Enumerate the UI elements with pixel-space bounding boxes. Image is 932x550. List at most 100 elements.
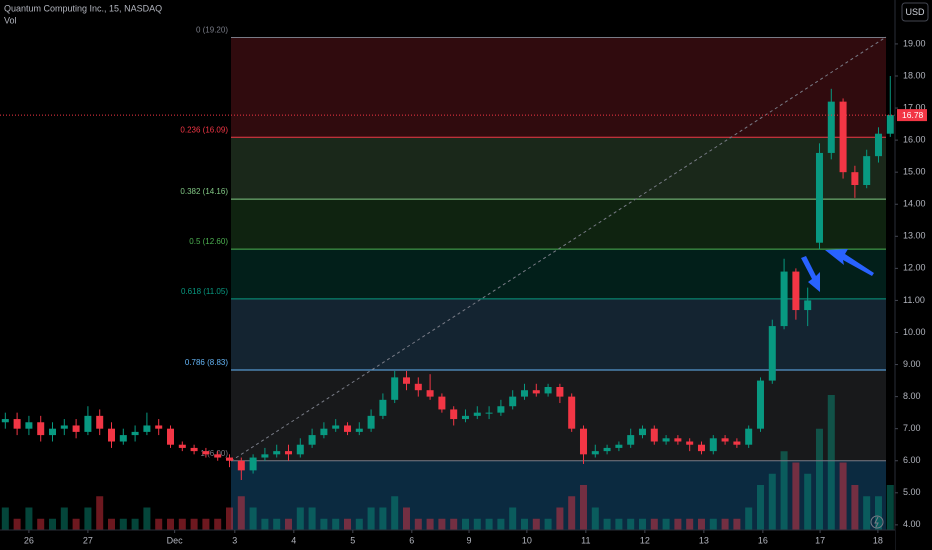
candle-body	[497, 406, 505, 413]
y-tick-label: 19.00	[903, 38, 926, 48]
settings-icon[interactable]	[870, 515, 884, 529]
volume-layer	[1, 395, 894, 530]
volume-bar	[131, 518, 139, 530]
candle-body	[780, 271, 788, 327]
candle-body	[874, 133, 882, 157]
candle-body	[473, 412, 481, 416]
candle-body	[96, 415, 104, 429]
axes-layer: 4.00 5.00 6.00 7.00 8.00 9.00 10.00 11.00 12.00 1…	[24, 38, 927, 545]
volume-bar	[473, 518, 481, 530]
x-tick-label: 4	[291, 535, 296, 545]
x-tick-label: 6	[409, 535, 414, 545]
x-tick-label: 26	[24, 535, 34, 545]
time-axis-panel	[0, 530, 895, 550]
volume-bar	[202, 518, 210, 530]
volume-bar	[686, 518, 694, 530]
x-tick-label: 9	[467, 535, 472, 545]
volume-bar	[733, 518, 741, 530]
y-tick-label: 18.00	[903, 70, 926, 80]
fib-layer: 0 (19.20) 0.236 (16.09) 0.382 (14.16) 0.5 (…	[180, 26, 886, 462]
volume-bar	[509, 507, 517, 530]
fib-zone	[231, 37, 886, 138]
candle-body	[839, 101, 847, 173]
volume-bar	[37, 518, 45, 530]
x-tick-label: Dec	[167, 535, 184, 545]
x-tick-label: 10	[522, 535, 532, 545]
annotation-arrow	[825, 249, 874, 276]
fib-level-label: 1 (6.00)	[200, 449, 228, 458]
candle-body	[108, 428, 116, 442]
volume-bar	[249, 507, 257, 530]
price-axis-panel	[895, 0, 932, 550]
x-tick-label: 13	[699, 535, 709, 545]
candle-body	[143, 425, 151, 432]
annotation-arrow	[801, 256, 820, 292]
volume-bar	[650, 518, 658, 530]
candle-body	[72, 425, 80, 432]
volume-bar	[190, 518, 198, 530]
candle-body	[37, 422, 45, 436]
candle-body	[520, 390, 528, 397]
currency-button[interactable]	[901, 2, 929, 22]
x-tick-label: 12	[640, 535, 650, 545]
volume-bar	[556, 507, 564, 530]
candle-body	[863, 156, 871, 186]
fib-level-label: 0.786 (8.83)	[185, 358, 228, 367]
volume-bar	[261, 518, 269, 530]
candle-body	[261, 454, 269, 458]
candle-body	[851, 172, 859, 186]
candle-body	[450, 409, 458, 420]
candle-body	[391, 377, 399, 400]
candle-body	[296, 444, 304, 455]
candle-body	[332, 425, 340, 429]
candle-body	[627, 435, 635, 445]
candle-body	[320, 428, 328, 436]
volume-bar	[815, 428, 823, 530]
volume-bar	[25, 507, 33, 530]
volume-bar	[296, 507, 304, 530]
volume-bar	[308, 507, 316, 530]
fib-zone	[231, 199, 886, 250]
candle-body	[485, 412, 493, 414]
candle-body	[733, 441, 741, 445]
candle-body	[178, 444, 186, 448]
candle-body	[426, 390, 434, 397]
last-price-label: 16.78	[902, 110, 924, 120]
candle-body	[568, 396, 576, 429]
candle-body	[662, 438, 670, 442]
candle-body	[379, 399, 387, 416]
fib-zone	[231, 298, 886, 371]
y-tick-label: 5.00	[903, 487, 921, 497]
y-tick-label: 17.00	[903, 102, 926, 112]
volume-bar	[497, 518, 505, 530]
candle-body	[202, 451, 210, 455]
volume-bar	[108, 518, 116, 530]
volume-bar	[1, 507, 9, 530]
volume-bar	[355, 518, 363, 530]
fib-level-label: 0.236 (16.09)	[180, 125, 228, 134]
candle-body	[556, 386, 564, 397]
fib-zone	[231, 137, 886, 200]
volume-bar	[60, 507, 68, 530]
candle-body	[167, 428, 175, 445]
candle-body	[579, 428, 587, 455]
volume-bar	[320, 518, 328, 530]
candle-body	[131, 431, 139, 436]
volume-bar	[214, 518, 222, 530]
candle-body	[355, 428, 363, 432]
volume-bar	[450, 518, 458, 530]
volume-bar	[579, 485, 587, 530]
volume-bar	[615, 518, 623, 530]
candle-body	[697, 444, 705, 452]
candle-body	[402, 377, 410, 384]
fib-level-label: 0.5 (12.60)	[189, 237, 228, 246]
volume-bar	[827, 395, 835, 530]
y-tick-label: 14.00	[903, 199, 926, 209]
volume-bar	[532, 518, 540, 530]
candle-body	[84, 415, 92, 432]
volume-bar	[84, 507, 92, 530]
volume-bar	[13, 518, 21, 530]
volume-bar	[756, 485, 764, 530]
currency-label[interactable]: USD	[905, 7, 925, 17]
candle-body	[285, 451, 293, 455]
